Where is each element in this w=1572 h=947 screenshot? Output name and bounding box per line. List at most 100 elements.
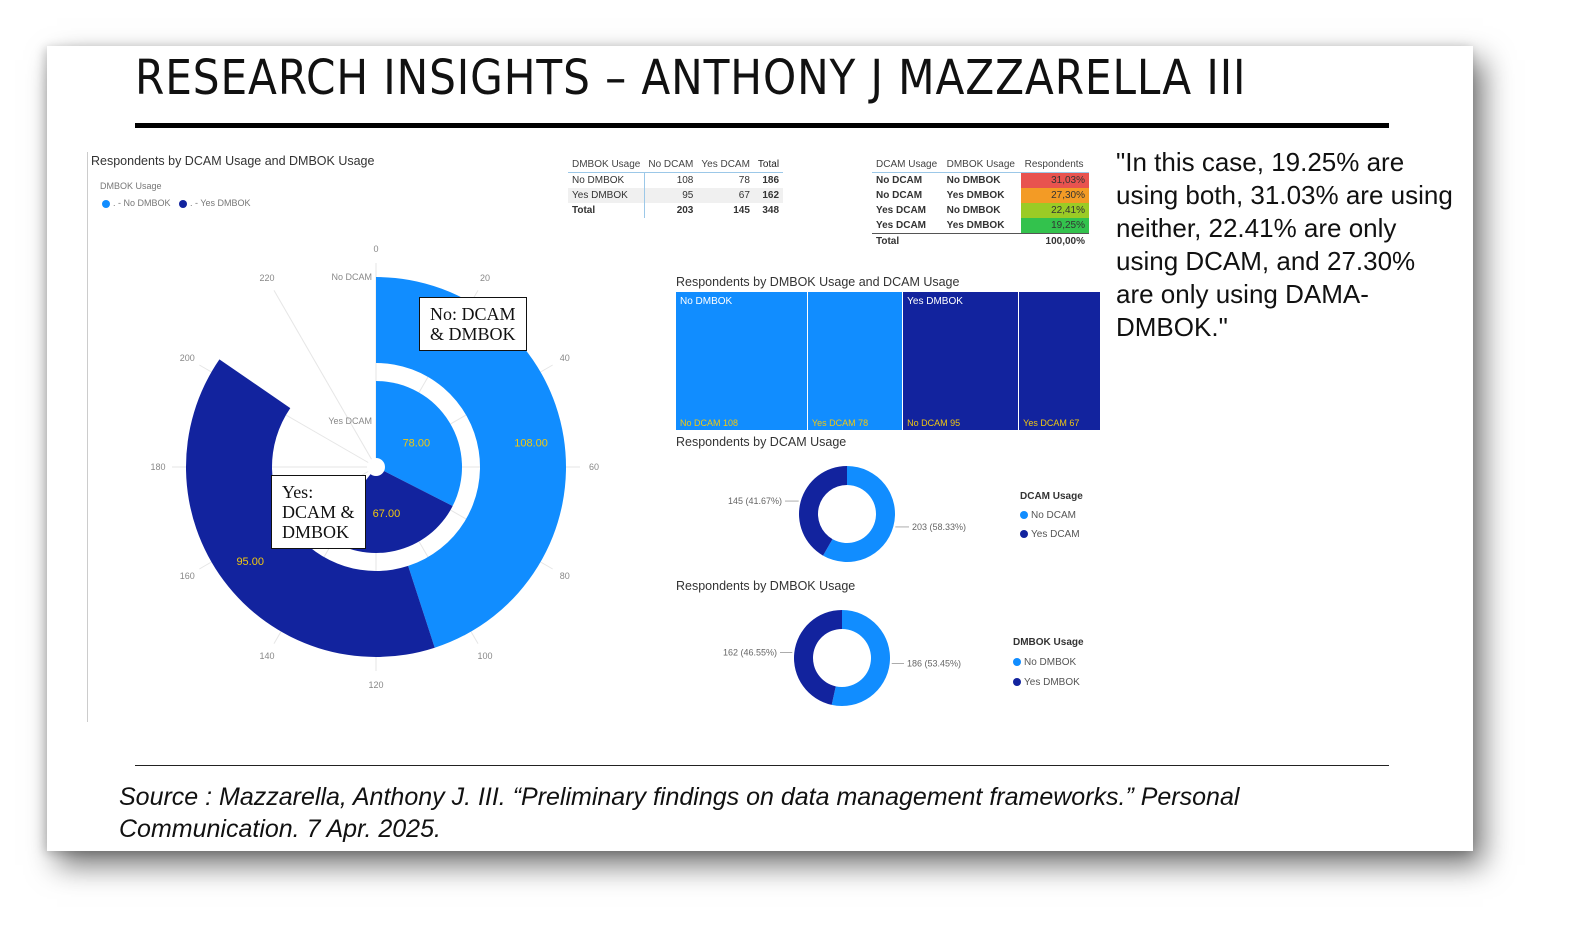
dcam-legend: DCAM Usage No DCAM Yes DCAM <box>1020 487 1083 544</box>
legend-item-no-dmbok[interactable]: No DMBOK <box>1013 653 1084 673</box>
percent-cell: 19,25% <box>1020 218 1089 234</box>
legend-dot <box>1013 678 1021 687</box>
radial-tick-label: 80 <box>560 571 570 581</box>
legend-dot-yes-dmbok <box>179 199 188 208</box>
radial-tick-label: 20 <box>480 273 490 283</box>
percent-cell: No DMBOK <box>946 205 1001 216</box>
percent-cell: 27,30% <box>1020 188 1089 203</box>
dmbok-donut-title: Respondents by DMBOK Usage <box>676 579 856 593</box>
matrix-row: No DMBOK 108 78 186 <box>568 172 783 188</box>
matrix-cell: 108 <box>676 175 694 186</box>
callout-no-line-1: No: DCAM <box>430 304 516 324</box>
donut-data-label: 203 (58.33%) <box>912 522 966 532</box>
percent-cell <box>942 233 1021 249</box>
legend-label: Yes DMBOK <box>1024 677 1080 688</box>
legend-label: No DCAM <box>1031 510 1077 521</box>
legend-dot-no-dmbok <box>102 199 110 208</box>
radial-tick-label: 60 <box>589 462 599 472</box>
percent-row: No DCAM Yes DMBOK 27,30% <box>872 188 1089 203</box>
legend-label: Yes DCAM <box>1031 529 1080 540</box>
radial-legend-title: DMBOK Usage <box>100 181 162 191</box>
dcam-donut-chart: 203 (58.33%) 145 (41.67%) <box>728 466 966 562</box>
matrix-cell: 203 <box>676 205 694 216</box>
radial-legend: . - No DMBOK . - Yes DMBOK <box>102 198 251 208</box>
percent-cell: 31,03% <box>1020 172 1089 188</box>
treemap-group-label: Yes DMBOK <box>907 296 963 307</box>
radial-data-label: 78.00 <box>403 437 431 449</box>
treemap-cell[interactable]: Yes DCAM 67 <box>1019 292 1100 430</box>
percent-cell: Yes DCAM <box>876 220 927 231</box>
legend-dot <box>1020 530 1028 539</box>
donut-slice <box>793 610 842 705</box>
treemap-cell-label: No DCAM 95 <box>907 418 961 428</box>
radial-category-label: No DCAM <box>331 272 372 282</box>
radial-bar-segment <box>376 381 463 507</box>
donut-slice <box>831 610 890 706</box>
dmbok-legend-title: DMBOK Usage <box>1013 637 1084 648</box>
percent-cell: Yes DMBOK <box>946 190 1005 201</box>
callout-no-line-2: & DMBOK <box>430 324 516 344</box>
radial-tick-label: 140 <box>259 651 274 661</box>
callout-yes-line-3: DMBOK <box>282 522 350 542</box>
legend-label-no-dmbok[interactable]: . - No DMBOK <box>113 198 171 208</box>
treemap-cell[interactable]: Yes DCAM 78 <box>807 292 903 430</box>
percent-cell: 22,41% <box>1020 203 1089 218</box>
donut-data-label: 145 (41.67%) <box>728 496 782 506</box>
legend-dot <box>1020 511 1028 520</box>
legend-dot <box>1013 658 1021 667</box>
matrix-cell: 162 <box>762 190 780 201</box>
legend-item-yes-dmbok[interactable]: Yes DMBOK <box>1013 673 1084 693</box>
percent-cell: Yes DMBOK <box>946 220 1005 231</box>
legend-item-yes-dcam[interactable]: Yes DCAM <box>1020 525 1083 544</box>
treemap-cell[interactable]: No DCAM 108 No DMBOK <box>676 292 807 430</box>
matrix-cell: Yes DMBOK <box>568 188 645 203</box>
percent-header: DMBOK Usage <box>942 157 1021 173</box>
radial-bar-segment <box>376 277 566 648</box>
donut-data-label: 162 (46.55%) <box>723 648 777 658</box>
donut-slice <box>823 466 895 562</box>
matrix-cell: No DMBOK <box>568 172 645 188</box>
matrix-cell: 186 <box>762 175 780 186</box>
percent-row: Total 100,00% <box>872 233 1089 249</box>
treemap-title: Respondents by DMBOK Usage and DCAM Usag… <box>676 275 960 289</box>
dmbok-legend: DMBOK Usage No DMBOK Yes DMBOK <box>1013 633 1084 693</box>
matrix-header: DMBOK Usage <box>568 157 645 173</box>
matrix-row: Total 203 145 348 <box>568 203 783 218</box>
percent-cell: No DCAM <box>876 190 923 201</box>
percent-header: Respondents <box>1020 157 1089 173</box>
radial-data-label: 67.00 <box>373 508 401 520</box>
percent-table: DCAM Usage DMBOK Usage Respondents No DC… <box>872 157 1089 249</box>
matrix-header: Yes DCAM <box>697 157 754 173</box>
matrix-header-row: DMBOK Usage No DCAM Yes DCAM Total <box>568 157 784 173</box>
slide-title: RESEARCH INSIGHTS – ANTHONY J MAZZARELLA… <box>135 50 1247 106</box>
radial-tick-label: 100 <box>477 651 492 661</box>
legend-item-no-dcam[interactable]: No DCAM <box>1020 506 1083 525</box>
matrix-cell: 348 <box>762 205 780 216</box>
donut-data-label: 186 (53.45%) <box>907 658 961 668</box>
radial-tick-label: 180 <box>150 462 165 472</box>
radial-bar-segment <box>185 359 435 657</box>
radial-gridline <box>273 290 377 468</box>
percent-cell: Total <box>872 233 943 249</box>
percent-row: No DCAM No DMBOK 31,03% <box>872 172 1089 188</box>
quote-text: "In this case, 19.25% are using both, 31… <box>1116 147 1453 342</box>
source-citation: Source : Mazzarella, Anthony J. III. “Pr… <box>119 783 1240 843</box>
donut-slice <box>799 466 847 556</box>
dmbok-donut-chart: 186 (53.45%) 162 (46.55%) <box>723 610 961 706</box>
matrix-cell: 145 <box>733 205 750 216</box>
percent-cell: No DMBOK <box>946 175 1001 186</box>
slide: RESEARCH INSIGHTS – ANTHONY J MAZZARELLA… <box>47 46 1473 851</box>
treemap: No DCAM 108 No DMBOK Yes DCAM 78 No DCAM 95… <box>676 292 1101 430</box>
treemap-cell[interactable]: No DCAM 95 Yes DMBOK <box>903 292 1019 430</box>
legend-label-yes-dmbok[interactable]: . - Yes DMBOK <box>190 198 251 208</box>
radial-tick-label: 0 <box>373 244 378 254</box>
radial-tick-label: 200 <box>180 353 195 363</box>
matrix-row: Yes DMBOK 95 67 162 <box>568 188 784 203</box>
matrix-header: Total <box>753 157 784 173</box>
bottom-rule <box>135 765 1389 766</box>
radial-center-hole <box>367 458 385 476</box>
percent-header: DCAM Usage <box>872 157 943 173</box>
matrix-header: No DCAM <box>644 157 698 173</box>
percent-header-row: DCAM Usage DMBOK Usage Respondents <box>872 157 1089 173</box>
radial-chart-title: Respondents by DCAM Usage and DMBOK Usag… <box>91 154 375 168</box>
